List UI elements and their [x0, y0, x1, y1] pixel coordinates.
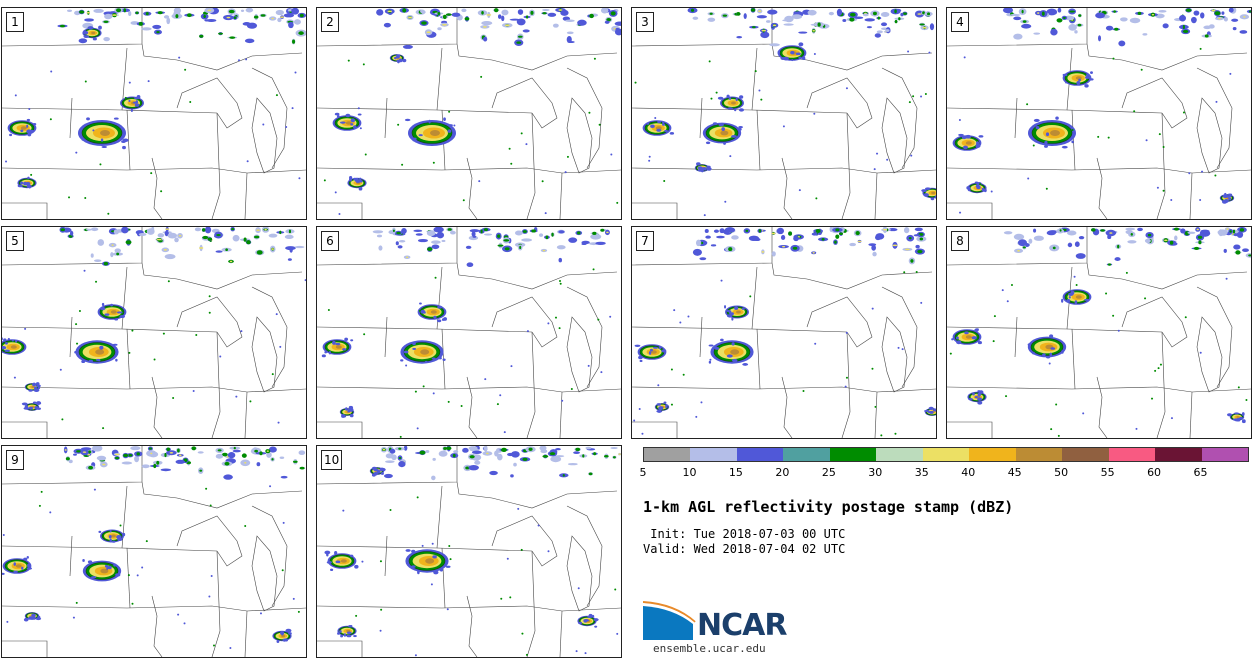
panel-7: 7	[631, 226, 937, 439]
colorbar-tick: 40	[961, 466, 976, 479]
colorbar-swatch	[922, 448, 970, 461]
state-boundaries	[317, 227, 621, 438]
colorbar-swatch	[644, 448, 691, 461]
panel-10: 10	[316, 445, 622, 658]
state-boundaries	[317, 8, 621, 219]
colorbar-swatch	[690, 448, 737, 461]
colorbar-tick: 20	[775, 466, 790, 479]
radar-map	[2, 8, 306, 219]
panel-6: 6	[316, 226, 622, 439]
colorbar-tick: 10	[682, 466, 697, 479]
init-time: Init: Tue 2018-07-03 00 UTC	[643, 527, 846, 541]
colorbar-swatch	[1015, 448, 1063, 461]
radar-map	[2, 227, 306, 438]
colorbar-swatch	[969, 448, 1016, 461]
radar-map	[632, 227, 936, 438]
radar-map	[317, 446, 621, 657]
colorbar-tick: 25	[821, 466, 836, 479]
colorbar-swatch	[876, 448, 923, 461]
panel-2: 2	[316, 7, 622, 220]
panel-number-label: 8	[951, 231, 969, 251]
state-boundaries	[632, 8, 936, 219]
colorbar-tick: 65	[1193, 466, 1208, 479]
radar-map	[317, 8, 621, 219]
colorbar-tick: 50	[1054, 466, 1069, 479]
state-boundaries	[947, 8, 1251, 219]
panel-5: 5	[1, 226, 307, 439]
panel-number-label: 9	[6, 450, 24, 470]
colorbar-swatch	[783, 448, 830, 461]
colorbar-tick: 5	[639, 466, 647, 479]
reflectivity-echoes	[5, 8, 306, 215]
colorbar-tick: 30	[868, 466, 883, 479]
figure-title: 1-km AGL reflectivity postage stamp (dBZ…	[643, 498, 1014, 516]
panel-8: 8	[946, 226, 1252, 439]
colorbar-swatch	[829, 448, 877, 461]
radar-map	[317, 227, 621, 438]
website-label: ensemble.ucar.edu	[653, 642, 766, 655]
state-boundaries	[2, 227, 306, 438]
panel-number-label: 4	[951, 12, 969, 32]
colorbar-swatch	[1108, 448, 1156, 461]
radar-map	[2, 446, 306, 657]
colorbar-tick: 55	[1100, 466, 1115, 479]
panel-number-label: 7	[636, 231, 654, 251]
panel-number-label: 6	[321, 231, 339, 251]
colorbar-swatch	[1155, 448, 1202, 461]
panel-number-label: 10	[321, 450, 343, 470]
colorbar-tick: 15	[728, 466, 743, 479]
reflectivity-echoes	[2, 446, 306, 649]
panel-1: 1	[1, 7, 307, 220]
colorbar-tick: 35	[914, 466, 929, 479]
ncar-logo-icon	[643, 601, 696, 640]
reflectivity-echoes	[633, 227, 936, 437]
colorbar-swatch	[1062, 448, 1109, 461]
radar-map	[947, 8, 1251, 219]
reflectivity-echoes	[323, 8, 621, 216]
colorbar-tick: 60	[1147, 466, 1162, 479]
reflectivity-colorbar	[643, 447, 1249, 462]
reflectivity-echoes	[2, 227, 306, 430]
panel-number-label: 2	[321, 12, 339, 32]
colorbar-tick-labels: 5 10 15 20 25 30 35 40 45 50 55 60 65	[639, 466, 1247, 480]
state-boundaries	[2, 446, 306, 657]
ncar-logo-text: NCAR	[697, 608, 787, 643]
state-boundaries	[632, 227, 936, 438]
colorbar-swatch	[1201, 448, 1249, 461]
state-boundaries	[947, 227, 1251, 438]
reflectivity-echoes	[949, 227, 1251, 437]
colorbar-swatch	[736, 448, 784, 461]
panel-number-label: 5	[6, 231, 24, 251]
colorbar-tick: 45	[1007, 466, 1022, 479]
valid-time: Valid: Wed 2018-07-04 02 UTC	[643, 542, 846, 556]
panel-4: 4	[946, 7, 1252, 220]
reflectivity-echoes	[634, 8, 936, 217]
state-boundaries	[2, 8, 306, 219]
panel-number-label: 3	[636, 12, 654, 32]
reflectivity-echoes	[324, 446, 621, 657]
radar-map	[632, 8, 936, 219]
radar-map	[947, 227, 1251, 438]
state-boundaries	[317, 446, 621, 657]
reflectivity-echoes	[952, 8, 1251, 214]
panel-number-label: 1	[6, 12, 24, 32]
reflectivity-echoes	[321, 227, 612, 438]
panel-3: 3	[631, 7, 937, 220]
panel-9: 9	[1, 445, 307, 658]
